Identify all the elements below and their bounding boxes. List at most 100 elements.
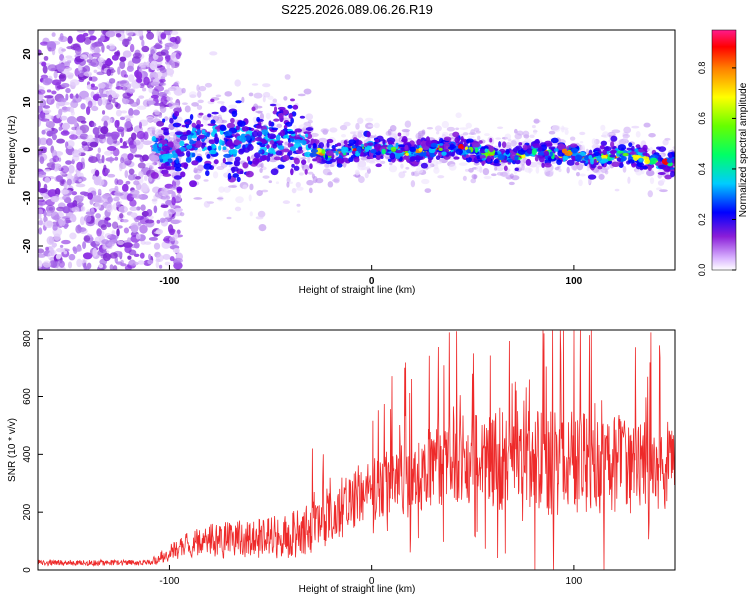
spectrogram-blob (136, 130, 146, 140)
spectrogram-blob (38, 89, 46, 95)
spectrogram-blob (176, 186, 183, 192)
spectrogram-blob (288, 159, 296, 164)
spectrogram-blob (569, 143, 578, 148)
spectrogram-blob (212, 171, 219, 179)
spectrogram-blob (321, 148, 326, 155)
spectrogram-blob (368, 158, 377, 162)
spectrogram-blob (88, 30, 94, 36)
spectrogram-blob (329, 158, 337, 163)
spectrogram-blob (163, 131, 170, 136)
spectrogram-blob (173, 110, 180, 117)
spectrogram-blob (168, 101, 175, 109)
spectrogram-blob (155, 229, 163, 235)
spectrogram-blob (473, 174, 477, 180)
spectrogram-blob (349, 131, 356, 135)
spectrogram-blob (92, 126, 100, 136)
spectrogram-blob (232, 173, 240, 178)
spectrogram-blob (443, 136, 452, 142)
spectrogram-blob (198, 112, 204, 116)
spectrogram-blob (382, 138, 386, 146)
spectrogram-blob (579, 131, 586, 136)
spectrogram-blob (114, 185, 119, 192)
spectrogram-blob (108, 94, 113, 103)
spectrogram-blob (112, 265, 118, 270)
spectrogram-blob (173, 82, 179, 87)
spectrogram-blob (611, 161, 620, 167)
spectrogram-blob (117, 66, 121, 75)
spectrogram-blob (270, 168, 279, 176)
spectrogram-blob (38, 118, 42, 127)
spectrogram-blob (465, 154, 470, 159)
spectrogram-blob (152, 144, 159, 150)
spectrogram-blob (208, 139, 216, 145)
spectrogram-blob (61, 122, 71, 130)
snr-ytick-label: 600 (22, 388, 33, 405)
spectrogram-blob (497, 126, 504, 130)
spectrogram-blob (42, 109, 52, 114)
spectrogram-blob (160, 204, 169, 208)
spectrogram-blob (272, 142, 278, 149)
spectrogram-blob (233, 139, 241, 146)
spectrogram-blob (108, 78, 116, 84)
colorbar-tick-label: 0.6 (697, 112, 707, 125)
spectrogram-blob (189, 139, 194, 145)
spectrogram-blob (137, 162, 146, 169)
spectrogram-blob (171, 154, 179, 159)
spectrogram-blob (210, 98, 215, 103)
spectrogram-blob (148, 59, 152, 63)
spectrogram-blob (68, 131, 79, 135)
spectrogram-blob (249, 183, 254, 191)
spectrogram-blob (228, 185, 237, 188)
spectrogram-blob (104, 150, 113, 156)
spectrogram-blob (357, 163, 367, 171)
spectrogram-blob (47, 64, 58, 72)
spectrogram-blob (344, 143, 349, 148)
spectrogram-blob (89, 198, 94, 205)
spectrogram-blob (119, 162, 127, 170)
spectrogram-blob (90, 58, 100, 68)
snr-frame (37, 329, 676, 571)
spectrogram-blob (203, 163, 212, 170)
spectrogram-blob (365, 117, 374, 122)
spectrogram-blob (168, 228, 175, 236)
spectrogram-blob (533, 118, 540, 124)
spectrogram-blob (180, 171, 186, 178)
spectrogram-blob (336, 142, 342, 147)
spectrogram-blob (475, 130, 481, 134)
spectrogram-blob (80, 103, 86, 110)
spectrogram-blob (452, 131, 460, 138)
spectrogram-blob (130, 101, 139, 107)
spectrogram-blob (79, 133, 89, 140)
spectrogram-blob (144, 241, 152, 245)
spectrogram-blob (146, 209, 153, 217)
spectrogram-blob (488, 145, 495, 153)
spectrogram-blob (143, 76, 150, 86)
spectrogram-blob (307, 143, 312, 149)
spectrogram-blob (207, 145, 212, 151)
spectrogram-blob (79, 216, 85, 226)
spectrogram-blob (130, 212, 138, 218)
spectrogram-blob (111, 230, 116, 236)
spectrogram-blob (611, 129, 621, 134)
snr-axes: -100 0 100 0 200 400 600 800 (22, 330, 583, 587)
spectrogram-blob (116, 228, 120, 237)
spectrogram-blob (614, 188, 620, 192)
spectrogram-blob (635, 144, 641, 149)
spectrogram-blob (135, 175, 141, 180)
spectrogram-blob (55, 163, 61, 167)
snr-ytick-label: 400 (22, 446, 33, 463)
spectrogram-blob (136, 76, 143, 84)
spectrogram-blob (509, 153, 516, 159)
spectrogram-blob (155, 254, 164, 262)
spectrogram-blob (126, 83, 132, 89)
spectrogram-blob (123, 227, 130, 234)
spectrogram-blob (335, 151, 339, 156)
spectrogram-blob (647, 165, 652, 171)
spectrogram-blob (580, 144, 586, 152)
spectrogram-blob (174, 207, 183, 212)
spectrogram-blob (617, 144, 627, 151)
spectrogram-blob (548, 130, 556, 135)
spectrogram-blob (435, 155, 441, 161)
spectrogram-blob (401, 136, 408, 143)
spectrogram-blob (203, 179, 209, 182)
